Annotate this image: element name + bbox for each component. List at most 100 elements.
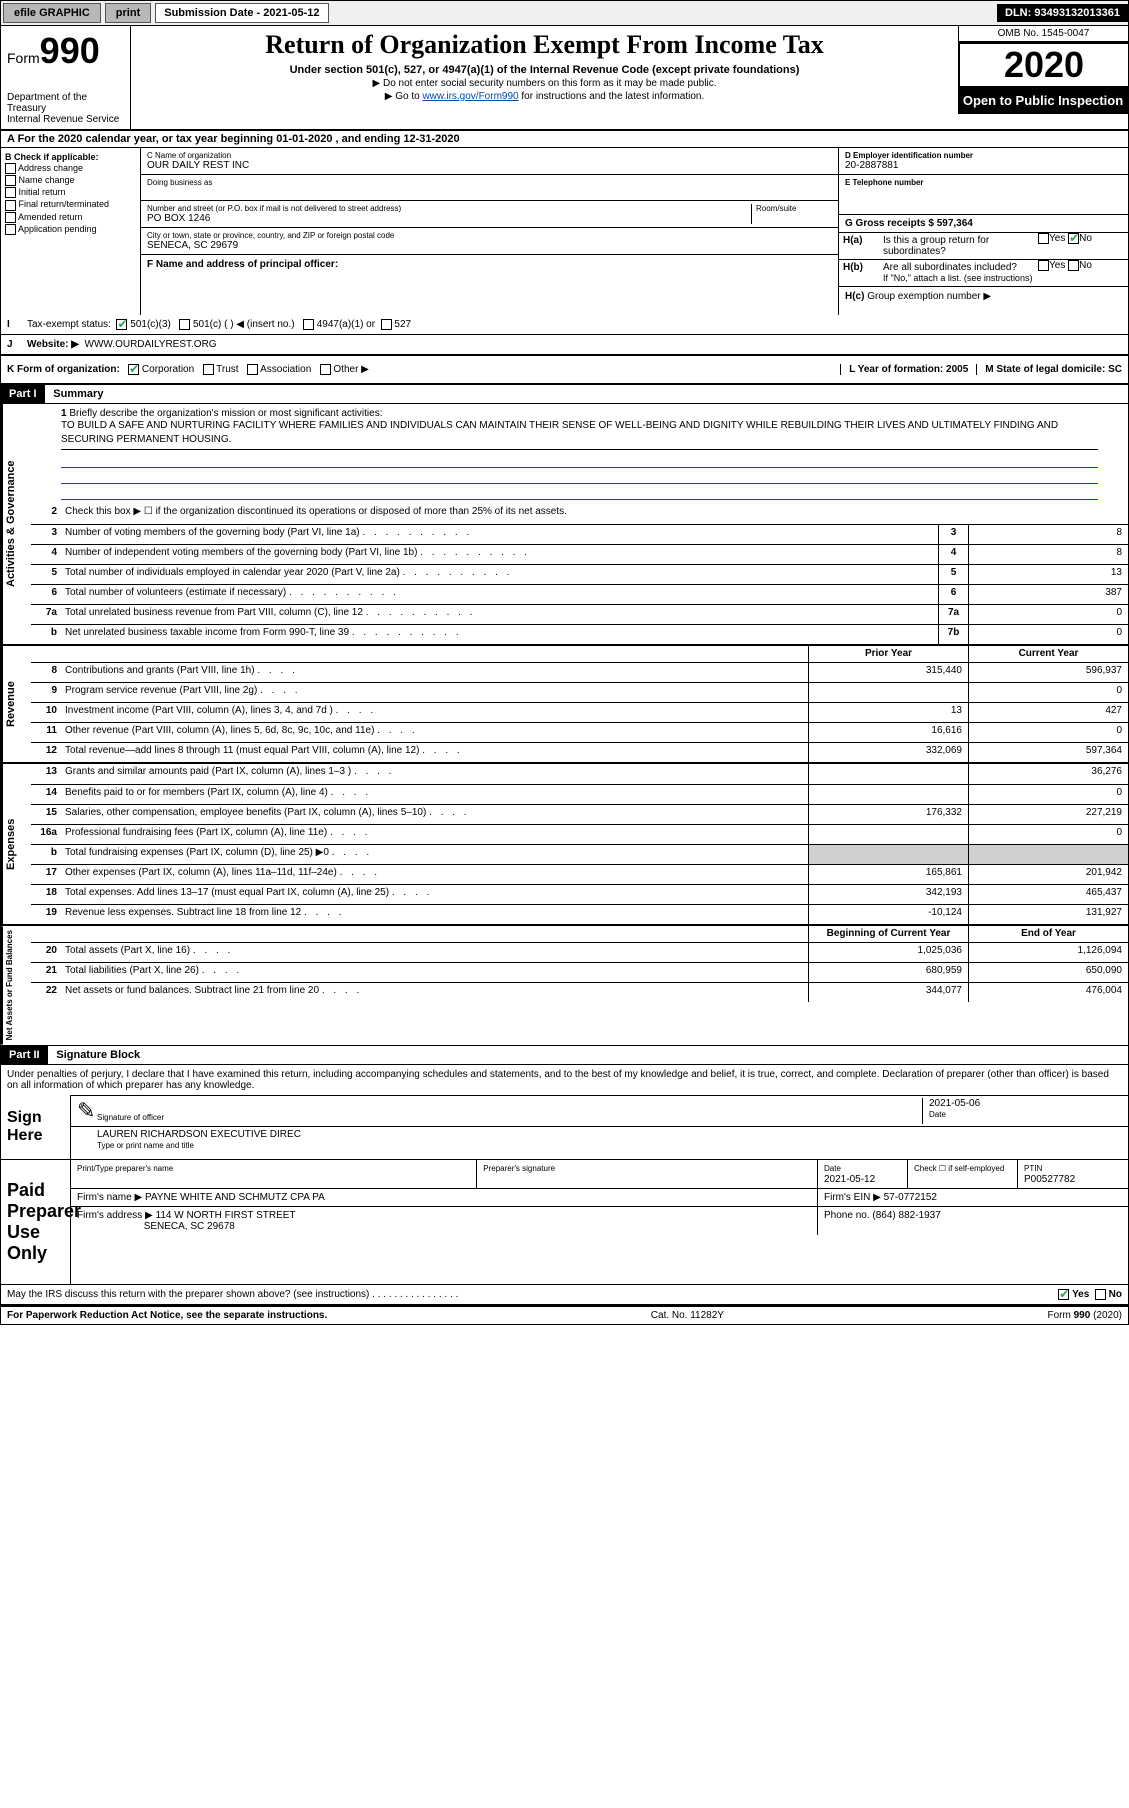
summary-line: 8Contributions and grants (Part VIII, li… <box>31 662 1128 682</box>
cb-address-change[interactable]: Address change <box>5 163 136 174</box>
ein: 20-2887881 <box>845 160 1122 171</box>
efile-button[interactable]: efile GRAPHIC <box>3 3 101 23</box>
summary-line: 7aTotal unrelated business revenue from … <box>31 604 1128 624</box>
footer: For Paperwork Reduction Act Notice, see … <box>1 1306 1128 1324</box>
summary-line: 13Grants and similar amounts paid (Part … <box>31 764 1128 784</box>
summary-line: 3Number of voting members of the governi… <box>31 524 1128 544</box>
dept-irs: Internal Revenue Service <box>7 114 124 125</box>
cb-final-return[interactable]: Final return/terminated <box>5 199 136 210</box>
side-governance: Activities & Governance <box>1 404 31 644</box>
cb-other[interactable] <box>320 364 331 375</box>
section-c: C Name of organization OUR DAILY REST IN… <box>141 148 838 315</box>
officer-name: LAUREN RICHARDSON EXECUTIVE DIREC <box>97 1129 301 1140</box>
firm-address: 114 W NORTH FIRST STREET <box>156 1210 296 1221</box>
submission-date: Submission Date - 2021-05-12 <box>155 3 328 23</box>
cb-assoc[interactable] <box>247 364 258 375</box>
paid-preparer-label: Paid Preparer Use Only <box>1 1160 71 1284</box>
k-row: K Form of organization: Corporation Trus… <box>1 356 1128 385</box>
part1-header-row: Part I Summary <box>1 385 1128 404</box>
section-b: B Check if applicable: Address change Na… <box>1 148 141 315</box>
gross-receipts: G Gross receipts $ 597,364 <box>845 218 1122 229</box>
cb-trust[interactable] <box>203 364 214 375</box>
summary-line: 15Salaries, other compensation, employee… <box>31 804 1128 824</box>
summary-governance: Activities & Governance 1 Briefly descri… <box>1 404 1128 644</box>
form-header: Form990 Department of the Treasury Inter… <box>1 26 1128 131</box>
summary-line: bNet unrelated business taxable income f… <box>31 624 1128 644</box>
print-button[interactable]: print <box>105 3 151 23</box>
section-degh: D Employer identification number 20-2887… <box>838 148 1128 315</box>
summary-line: 9Program service revenue (Part VIII, lin… <box>31 682 1128 702</box>
cb-527[interactable] <box>381 319 392 330</box>
summary-line: 4Number of independent voting members of… <box>31 544 1128 564</box>
cb-501c3[interactable] <box>116 319 127 330</box>
cb-discuss-yes[interactable] <box>1058 1289 1069 1300</box>
dln-label: DLN: 93493132013361 <box>997 4 1128 22</box>
tax-exempt-row: I Tax-exempt status: 501(c)(3) 501(c) ( … <box>1 315 1128 335</box>
period-row: A For the 2020 calendar year, or tax yea… <box>1 131 1128 148</box>
instruction-2: ▶ Go to www.irs.gov/Form990 for instruct… <box>137 91 952 102</box>
sig-date: 2021-05-06 <box>929 1098 980 1109</box>
summary-line: 5Total number of individuals employed in… <box>31 564 1128 584</box>
summary-line: 19Revenue less expenses. Subtract line 1… <box>31 904 1128 924</box>
part1-header: Part I <box>1 385 45 403</box>
firm-phone: (864) 882-1937 <box>872 1210 940 1221</box>
form-subtitle: Under section 501(c), 527, or 4947(a)(1)… <box>137 64 952 76</box>
side-netassets: Net Assets or Fund Balances <box>1 926 31 1044</box>
irs-link[interactable]: www.irs.gov/Form990 <box>422 91 518 102</box>
summary-line: bTotal fundraising expenses (Part IX, co… <box>31 844 1128 864</box>
summary-netassets: Net Assets or Fund Balances Beginning of… <box>1 924 1128 1045</box>
part2-header-row: Part II Signature Block <box>1 1046 1128 1065</box>
year-formation: L Year of formation: 2005 <box>840 364 968 375</box>
omb-number: OMB No. 1545-0047 <box>958 26 1128 42</box>
form-number: Form990 <box>7 30 124 72</box>
cb-corp[interactable] <box>128 364 139 375</box>
summary-line: 14Benefits paid to or for members (Part … <box>31 784 1128 804</box>
org-address: PO BOX 1246 <box>147 213 751 224</box>
summary-line: 22Net assets or fund balances. Subtract … <box>31 982 1128 1002</box>
form-title: Return of Organization Exempt From Incom… <box>137 30 952 60</box>
cb-pending[interactable]: Application pending <box>5 224 136 235</box>
summary-line: 20Total assets (Part X, line 16) . . . .… <box>31 942 1128 962</box>
summary-expenses: Expenses 13Grants and similar amounts pa… <box>1 762 1128 924</box>
firm-ein: 57-0772152 <box>884 1192 937 1203</box>
paid-preparer-row: Paid Preparer Use Only Print/Type prepar… <box>1 1160 1128 1285</box>
side-revenue: Revenue <box>1 646 31 762</box>
summary-revenue: Revenue Prior Year Current Year 8Contrib… <box>1 644 1128 762</box>
cb-initial-return[interactable]: Initial return <box>5 187 136 198</box>
ptin: P00527782 <box>1024 1174 1075 1185</box>
firm-name: PAYNE WHITE AND SCHMUTZ CPA PA <box>145 1192 325 1203</box>
summary-line: 16aProfessional fundraising fees (Part I… <box>31 824 1128 844</box>
side-expenses: Expenses <box>1 764 31 924</box>
cb-name-change[interactable]: Name change <box>5 175 136 186</box>
mission-statement: TO BUILD A SAFE AND NURTURING FACILITY W… <box>61 419 1098 450</box>
sign-here-row: Sign Here ✎ Signature of officer 2021-05… <box>1 1095 1128 1160</box>
tax-year: 2020 <box>958 42 1128 88</box>
instruction-1: ▶ Do not enter social security numbers o… <box>137 78 952 89</box>
org-name: OUR DAILY REST INC <box>147 160 832 171</box>
website-value: WWW.OURDAILYREST.ORG <box>85 339 217 350</box>
summary-line: 17Other expenses (Part IX, column (A), l… <box>31 864 1128 884</box>
open-public: Open to Public Inspection <box>958 88 1128 114</box>
summary-line: 21Total liabilities (Part X, line 26) . … <box>31 962 1128 982</box>
discuss-row: May the IRS discuss this return with the… <box>1 1285 1128 1306</box>
sign-here-label: Sign Here <box>1 1095 71 1159</box>
jurat-text: Under penalties of perjury, I declare th… <box>1 1065 1128 1095</box>
cb-amended[interactable]: Amended return <box>5 212 136 223</box>
state-domicile: M State of legal domicile: SC <box>976 364 1122 375</box>
website-row: J Website: ▶ WWW.OURDAILYREST.ORG <box>1 335 1128 356</box>
summary-line: 11Other revenue (Part VIII, column (A), … <box>31 722 1128 742</box>
summary-line: 18Total expenses. Add lines 13–17 (must … <box>31 884 1128 904</box>
cb-501c[interactable] <box>179 319 190 330</box>
pen-icon: ✎ <box>77 1098 97 1124</box>
summary-line: 12Total revenue—add lines 8 through 11 (… <box>31 742 1128 762</box>
dept-treasury: Department of the Treasury <box>7 92 124 114</box>
cb-discuss-no[interactable] <box>1095 1289 1106 1300</box>
summary-line: 6Total number of volunteers (estimate if… <box>31 584 1128 604</box>
topbar: efile GRAPHIC print Submission Date - 20… <box>1 1 1128 26</box>
section-bcd: B Check if applicable: Address change Na… <box>1 148 1128 315</box>
part2-header: Part II <box>1 1046 48 1064</box>
form-container: efile GRAPHIC print Submission Date - 20… <box>0 0 1129 1325</box>
summary-line: 10Investment income (Part VIII, column (… <box>31 702 1128 722</box>
org-city: SENECA, SC 29679 <box>147 240 832 251</box>
cb-4947[interactable] <box>303 319 314 330</box>
